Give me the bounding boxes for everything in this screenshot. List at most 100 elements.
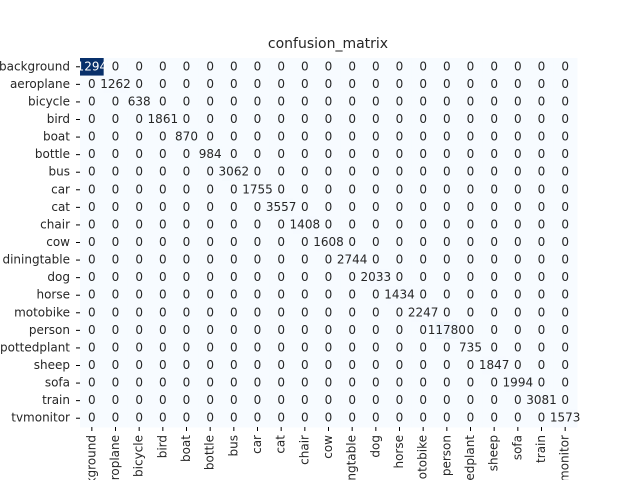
cell <box>458 198 483 217</box>
cell <box>529 286 554 305</box>
cell-label: 0 <box>112 323 120 337</box>
cell-label: 0 <box>254 358 262 372</box>
cell <box>340 75 365 94</box>
cell <box>127 128 152 147</box>
cell <box>435 93 460 112</box>
cell-label: 0 <box>348 59 356 73</box>
cell <box>198 304 223 323</box>
cell <box>316 75 341 94</box>
cell <box>482 216 507 235</box>
cell-label: 0 <box>372 94 380 108</box>
cell <box>340 93 365 112</box>
cell <box>80 339 105 358</box>
cell <box>506 391 531 410</box>
cell-label: 0 <box>112 288 120 302</box>
cell-label: 0 <box>183 393 191 407</box>
cell <box>245 251 270 270</box>
cell-label: 0 <box>159 235 167 249</box>
cell <box>127 75 152 94</box>
cell <box>435 145 460 164</box>
cell-label: 0 <box>230 270 238 284</box>
cell <box>364 339 389 358</box>
cell-label: 0 <box>277 59 285 73</box>
cell <box>387 181 412 200</box>
cell-label: 0 <box>230 182 238 196</box>
cell <box>174 58 199 77</box>
cell <box>411 286 436 305</box>
cell <box>529 163 554 182</box>
cell-label: 0 <box>467 253 475 267</box>
cell <box>80 286 105 305</box>
cell <box>482 93 507 112</box>
cell <box>269 251 294 270</box>
cell <box>316 128 341 147</box>
cell <box>529 58 554 77</box>
cell <box>80 181 105 200</box>
cell-label: 0 <box>254 288 262 302</box>
cell-label: 0 <box>561 323 569 337</box>
cell-label: 0 <box>135 147 143 161</box>
cell <box>269 356 294 375</box>
cell-label: 3557 <box>266 200 297 214</box>
cell <box>482 321 507 340</box>
cell <box>269 163 294 182</box>
cell-label: 0 <box>88 393 96 407</box>
cell-label: 0 <box>514 147 522 161</box>
cell-label: 0 <box>514 253 522 267</box>
cell-label: 0 <box>277 165 285 179</box>
cell-label: 1847 <box>479 358 510 372</box>
cell <box>340 286 365 305</box>
cell-label: 0 <box>183 147 191 161</box>
x-tick-label: cat <box>274 435 288 454</box>
cell-label: 0 <box>325 200 333 214</box>
cell-label: 0 <box>325 340 333 354</box>
cell <box>127 391 152 410</box>
cell-label: 0 <box>372 235 380 249</box>
cell-label: 0 <box>490 270 498 284</box>
cell <box>411 216 436 235</box>
cell-label: 0 <box>561 130 569 144</box>
cell-label: 0 <box>112 253 120 267</box>
cell <box>435 75 460 94</box>
y-tick-label: aeroplane <box>10 77 70 91</box>
cell <box>411 145 436 164</box>
cell-label: 0 <box>443 77 451 91</box>
cell-label: 0 <box>443 288 451 302</box>
cell <box>364 409 389 428</box>
cell-label: 0 <box>277 130 285 144</box>
cell-label: 0 <box>230 235 238 249</box>
cell <box>127 145 152 164</box>
cell <box>151 128 176 147</box>
cell <box>316 339 341 358</box>
cell <box>411 356 436 375</box>
cell <box>529 110 554 129</box>
cell-label: 0 <box>467 305 475 319</box>
cell-label: 0 <box>230 59 238 73</box>
cell <box>103 286 128 305</box>
cell-label: 0 <box>514 77 522 91</box>
y-tick-label: train <box>42 393 70 407</box>
cell-label: 735 <box>459 340 482 354</box>
cell <box>151 145 176 164</box>
cell <box>364 268 389 287</box>
cell-label: 0 <box>443 217 451 231</box>
cell-label: 0 <box>561 235 569 249</box>
cell <box>151 75 176 94</box>
cell <box>387 233 412 252</box>
cell <box>198 128 223 147</box>
cell-label: 0 <box>396 165 404 179</box>
cell-label: 0 <box>301 94 309 108</box>
cell-label: 0 <box>538 235 546 249</box>
cell-label: 0 <box>396 253 404 267</box>
cell <box>103 110 128 129</box>
cell-label: 0 <box>135 77 143 91</box>
cell <box>506 58 531 77</box>
cell-label: 0 <box>348 130 356 144</box>
x-tick-label: train <box>534 435 548 463</box>
cell-label: 0 <box>348 112 356 126</box>
cell <box>458 286 483 305</box>
cell <box>80 391 105 410</box>
cell <box>174 110 199 129</box>
cell-label: 0 <box>372 182 380 196</box>
cell-label: 0 <box>112 305 120 319</box>
